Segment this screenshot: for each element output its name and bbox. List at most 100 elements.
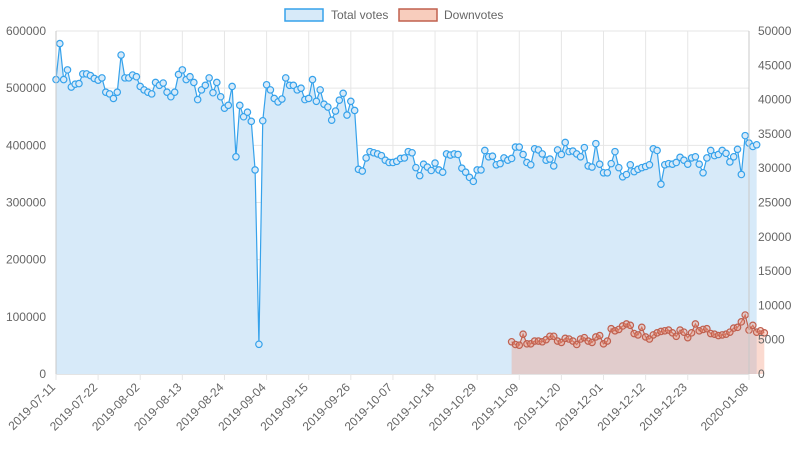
total-votes-point bbox=[519, 150, 527, 159]
downvotes-area bbox=[511, 315, 765, 374]
total-votes-point bbox=[232, 152, 240, 161]
total-votes-point bbox=[588, 163, 596, 171]
series-total-votes bbox=[52, 39, 761, 374]
downvotes-point bbox=[703, 324, 711, 333]
downvotes-point bbox=[733, 323, 742, 332]
downvotes-point bbox=[538, 337, 547, 346]
total-votes-point bbox=[109, 94, 118, 103]
total-votes-point bbox=[507, 154, 516, 163]
downvotes-point bbox=[691, 320, 700, 328]
total-votes-point bbox=[626, 160, 635, 169]
y-left-tick-label: 500000 bbox=[6, 81, 46, 95]
total-votes-point bbox=[266, 86, 275, 94]
downvotes-point bbox=[634, 331, 642, 339]
total-votes-point bbox=[729, 152, 738, 161]
y-right-tick-label: 40000 bbox=[758, 93, 792, 107]
total-votes-point bbox=[461, 168, 470, 177]
total-votes-point bbox=[657, 180, 665, 189]
total-votes-point bbox=[216, 92, 225, 101]
total-votes-point bbox=[469, 177, 478, 186]
downvotes-point bbox=[603, 337, 612, 345]
y-left-tick-label: 600000 bbox=[6, 24, 46, 38]
total-votes-point bbox=[362, 154, 370, 162]
total-votes-point bbox=[343, 111, 351, 119]
total-votes-point bbox=[607, 159, 615, 168]
downvotes-point bbox=[737, 318, 746, 326]
total-votes-point bbox=[224, 101, 233, 110]
total-votes-point bbox=[339, 89, 347, 98]
total-votes-point bbox=[691, 152, 700, 161]
total-votes-point bbox=[496, 159, 504, 168]
total-votes-point bbox=[159, 79, 168, 87]
downvotes-point bbox=[683, 333, 692, 342]
y-left-tick-label: 400000 bbox=[6, 138, 46, 152]
downvotes-point bbox=[676, 326, 684, 334]
total-votes-point bbox=[703, 154, 711, 162]
downvotes-point bbox=[546, 332, 554, 341]
total-votes-point bbox=[737, 170, 746, 179]
total-votes-point bbox=[209, 88, 217, 97]
total-votes-point bbox=[247, 117, 256, 126]
downvotes-line bbox=[511, 313, 765, 346]
total-votes-point bbox=[63, 66, 72, 74]
total-votes-point bbox=[408, 148, 416, 157]
downvotes-point bbox=[549, 332, 558, 341]
total-votes-point bbox=[235, 101, 244, 110]
series-downvotes bbox=[507, 311, 769, 374]
y-right-tick-label: 25000 bbox=[758, 196, 792, 210]
total-votes-point bbox=[526, 160, 535, 169]
total-votes-point bbox=[304, 94, 313, 103]
y-right-tick-label: 50000 bbox=[758, 24, 792, 38]
downvotes-point bbox=[607, 324, 615, 333]
total-votes-point bbox=[327, 116, 336, 124]
downvotes-point bbox=[760, 329, 769, 337]
total-votes-point bbox=[316, 86, 324, 94]
legend-swatch-downvotes[interactable] bbox=[398, 8, 438, 22]
downvotes-point bbox=[595, 331, 604, 340]
y-left-tick-label: 200000 bbox=[6, 253, 46, 267]
y-left-tick-label: 0 bbox=[39, 367, 46, 381]
total-votes-point bbox=[59, 75, 68, 84]
total-votes-point bbox=[228, 82, 236, 91]
total-votes-point bbox=[454, 150, 462, 159]
total-votes-point bbox=[117, 51, 125, 59]
legend: Total votes Downvotes bbox=[284, 8, 503, 22]
total-votes-point bbox=[56, 39, 64, 48]
total-votes-point bbox=[622, 170, 631, 179]
total-votes-point bbox=[335, 96, 344, 104]
total-votes-point bbox=[113, 88, 122, 96]
total-votes-point bbox=[733, 145, 742, 154]
total-votes-point bbox=[312, 97, 321, 106]
y-right-tick-label: 10000 bbox=[758, 298, 792, 312]
legend-swatch-total-votes[interactable] bbox=[284, 8, 324, 22]
total-votes-point bbox=[281, 74, 290, 82]
total-votes-point bbox=[427, 166, 436, 175]
total-votes-point bbox=[672, 158, 681, 167]
legend-label-total-votes[interactable]: Total votes bbox=[331, 8, 388, 22]
total-votes-point bbox=[603, 168, 612, 177]
total-votes-point bbox=[193, 95, 202, 104]
y-right-tick-label: 30000 bbox=[758, 161, 792, 175]
total-votes-point bbox=[98, 74, 106, 82]
downvotes-point bbox=[680, 328, 688, 336]
total-votes-point bbox=[258, 116, 267, 125]
y-left-tick-label: 100000 bbox=[6, 310, 46, 324]
total-votes-point bbox=[722, 149, 730, 158]
legend-label-downvotes[interactable]: Downvotes bbox=[444, 8, 503, 22]
downvotes-point bbox=[741, 311, 749, 319]
total-votes-point bbox=[538, 150, 547, 158]
downvotes-point bbox=[618, 322, 627, 330]
downvotes-point bbox=[626, 321, 635, 330]
total-votes-point bbox=[645, 160, 654, 169]
total-votes-point bbox=[611, 147, 619, 156]
total-votes-area bbox=[56, 43, 757, 374]
total-votes-point bbox=[741, 131, 749, 140]
total-votes-point bbox=[415, 171, 424, 180]
downvotes-point bbox=[749, 321, 757, 330]
total-votes-point bbox=[695, 160, 704, 169]
downvotes-point bbox=[687, 329, 696, 337]
downvotes-point bbox=[641, 333, 650, 341]
downvotes-point bbox=[565, 335, 573, 343]
total-votes-point bbox=[205, 74, 213, 82]
